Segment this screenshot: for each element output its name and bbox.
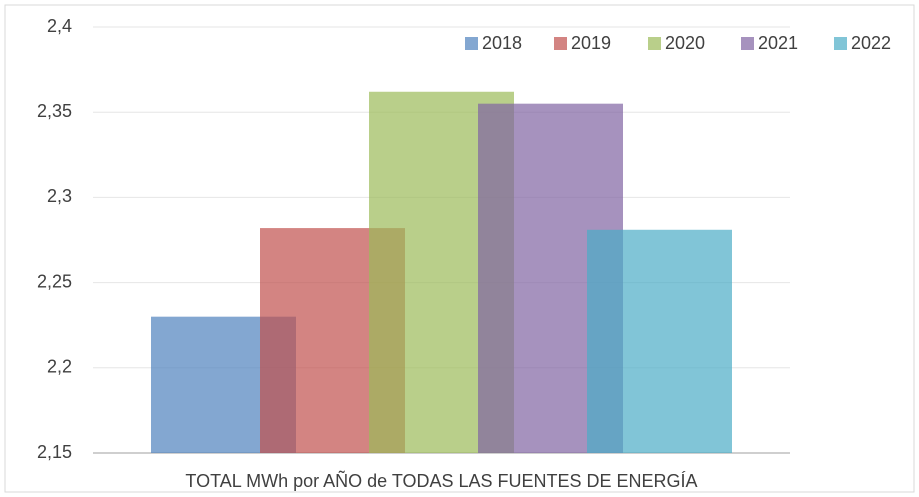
y-tick-label: 2,25 xyxy=(37,271,72,291)
y-tick-label: 2,3 xyxy=(47,186,72,206)
legend-swatch xyxy=(465,37,478,50)
legend-swatch xyxy=(741,37,754,50)
legend-swatch xyxy=(648,37,661,50)
y-tick-label: 2,35 xyxy=(37,101,72,121)
legend-swatch xyxy=(554,37,567,50)
y-tick-label: 2,4 xyxy=(47,16,72,36)
y-tick-label: 2,2 xyxy=(47,357,72,377)
legend-swatch xyxy=(834,37,847,50)
legend-label: 2019 xyxy=(571,33,611,53)
legend-label: 2020 xyxy=(665,33,705,53)
x-tick-label: TOTAL MWh por AÑO de TODAS LAS FUENTES D… xyxy=(185,470,697,491)
y-tick-label: 2,15 xyxy=(37,442,72,462)
bar xyxy=(587,229,732,453)
legend-label: 2021 xyxy=(758,33,798,53)
legend-label: 2022 xyxy=(851,33,891,53)
legend-label: 2018 xyxy=(482,33,522,53)
